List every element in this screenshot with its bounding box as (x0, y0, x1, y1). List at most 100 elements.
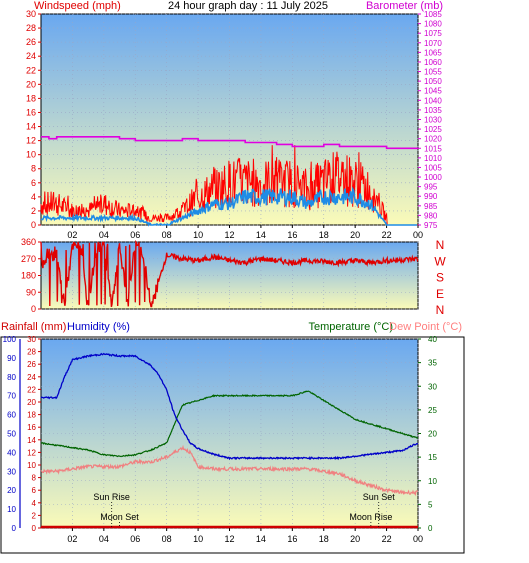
compass-label: W (434, 254, 446, 268)
chart-title: 24 hour graph day : 11 July 2025 (168, 0, 328, 12)
barometer-tick-label: 1020 (424, 135, 442, 144)
direction-tick-label: 270 (21, 254, 36, 264)
rainfall-tick-label: 14 (27, 436, 36, 445)
rainfall-tick-label: 4 (32, 499, 37, 508)
direction-tick-label: 90 (26, 287, 36, 297)
x-tick-label: 18 (319, 534, 329, 544)
barometer-tick-label: 1085 (424, 10, 442, 19)
x-tick-label: 16 (287, 534, 297, 544)
rainfall-tick-label: 8 (32, 474, 37, 483)
barometer-axis-title: Barometer (mb) (366, 0, 443, 12)
temperature-tick-label: 15 (428, 453, 437, 462)
barometer-tick-label: 1030 (424, 116, 442, 125)
barometer-tick-label: 1080 (424, 20, 442, 29)
temperature-axis-title: Temperature (°C) (309, 321, 393, 333)
barometer-tick-label: 1000 (424, 173, 442, 182)
temperature-tick-label: 30 (428, 382, 437, 391)
x-tick-label: 06 (130, 534, 140, 544)
temperature-tick-label: 10 (428, 477, 437, 486)
gust-line (40, 145, 418, 226)
humidity-tick-label: 90 (7, 354, 16, 363)
barometer-tick-label: 1040 (424, 96, 442, 105)
rainfall-tick-label: 0 (32, 524, 37, 533)
windspeed-tick-label: 26 (26, 37, 36, 47)
x-tick-label: 14 (256, 534, 266, 544)
humidity-tick-label: 0 (12, 524, 17, 533)
windspeed-tick-label: 30 (26, 9, 36, 19)
barometer-tick-label: 1075 (424, 29, 442, 38)
windspeed-tick-label: 18 (26, 93, 36, 103)
x-tick-label: 04 (99, 230, 109, 240)
humidity-tick-label: 30 (7, 467, 16, 476)
x-tick-label: 00 (413, 534, 423, 544)
x-tick-label: 08 (162, 534, 172, 544)
x-tick-label: 22 (382, 230, 392, 240)
bottom-frame (0, 336, 465, 554)
humidity-tick-label: 70 (7, 392, 16, 401)
barometer-tick-label: 985 (424, 202, 438, 211)
windspeed-tick-label: 14 (26, 122, 36, 132)
rainfall-tick-label: 24 (27, 373, 36, 382)
x-tick-label: 20 (350, 534, 360, 544)
windspeed-tick-label: 28 (26, 23, 36, 33)
astro-annotation: Moon Rise (349, 512, 392, 522)
x-tick-label: 22 (382, 534, 392, 544)
barometer-line (41, 136, 418, 150)
windspeed-tick-label: 24 (26, 51, 36, 61)
x-tick-label: 10 (193, 534, 203, 544)
x-tick-label: 08 (162, 230, 172, 240)
humidity-tick-label: 10 (7, 505, 16, 514)
temperature-tick-label: 5 (428, 500, 433, 509)
humidity-tick-label: 80 (7, 373, 16, 382)
windspeed-tick-label: 4 (31, 192, 36, 202)
barometer-tick-label: 1060 (424, 58, 442, 67)
humidity-tick-label: 60 (7, 411, 16, 420)
rainfall-tick-label: 20 (27, 398, 36, 407)
windspeed-tick-label: 22 (26, 65, 36, 75)
windspeed-tick-label: 12 (26, 136, 36, 146)
windspeed-tick-label: 16 (26, 107, 36, 117)
direction-tick-label: 180 (21, 271, 36, 281)
barometer-tick-label: 1065 (424, 48, 442, 57)
windspeed-tick-label: 10 (26, 150, 36, 160)
compass-label: S (436, 271, 444, 285)
annotations: Sun Rise Moon Set Sun Set Moon Rise (93, 492, 395, 528)
temperature-line (40, 390, 419, 458)
dewpoint-line (40, 444, 419, 497)
windspeed-axis-title: Windspeed (mph) (34, 0, 121, 12)
rainfall-tick-label: 26 (27, 360, 36, 369)
rainfall-tick-label: 28 (27, 348, 36, 357)
barometer-tick-label: 1035 (424, 106, 442, 115)
rainfall-tick-label: 2 (32, 511, 37, 520)
temperature-tick-label: 25 (428, 406, 437, 415)
data-series (40, 136, 419, 529)
compass-label: N (436, 238, 445, 252)
windspeed-tick-label: 0 (31, 220, 36, 230)
humidity-axis-title: Humidity (%) (67, 321, 130, 333)
barometer-tick-label: 1010 (424, 154, 442, 163)
x-tick-label: 00 (413, 230, 423, 240)
rainfall-tick-label: 22 (27, 385, 36, 394)
wind-direction-line (40, 239, 419, 308)
axis-labels: 0246810121416182022242628309759809859909… (3, 9, 447, 544)
astro-annotation: Sun Set (363, 492, 396, 502)
rainfall-tick-label: 30 (27, 335, 36, 344)
barometer-tick-label: 1050 (424, 77, 442, 86)
barometer-tick-label: 1045 (424, 87, 442, 96)
x-tick-label: 02 (67, 230, 77, 240)
x-tick-label: 06 (130, 230, 140, 240)
rainfall-tick-label: 10 (27, 461, 36, 470)
barometer-tick-label: 990 (424, 192, 438, 201)
windspeed-tick-label: 6 (31, 178, 36, 188)
barometer-tick-label: 1070 (424, 39, 442, 48)
x-tick-label: 12 (224, 534, 234, 544)
compass-label: E (436, 287, 444, 301)
astro-annotation: Sun Rise (93, 492, 130, 502)
temperature-tick-label: 0 (428, 524, 433, 533)
rainfall-tick-label: 16 (27, 423, 36, 432)
direction-tick-label: 0 (31, 304, 36, 314)
rainfall-tick-label: 6 (32, 486, 37, 495)
humidity-tick-label: 40 (7, 448, 16, 457)
